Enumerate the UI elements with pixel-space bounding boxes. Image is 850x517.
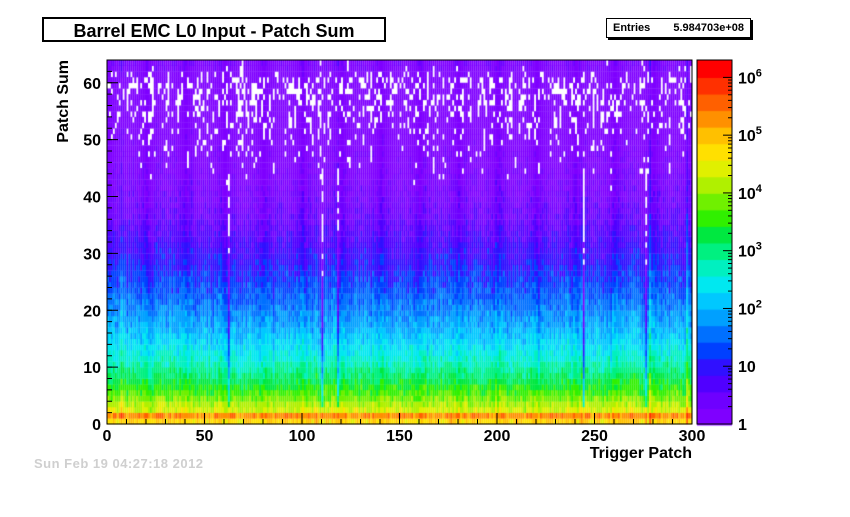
x-tick-label: 0 xyxy=(103,428,112,445)
z-tick-label: 10 xyxy=(738,359,756,376)
stats-box: Entries 5.984703e+08 xyxy=(606,18,751,38)
stats-label: Entries xyxy=(613,22,651,34)
y-tick-label: 20 xyxy=(83,303,101,320)
z-tick-label: 105 xyxy=(738,125,762,145)
z-tick-exponent: 4 xyxy=(756,183,763,195)
z-tick-label: 103 xyxy=(738,241,762,261)
y-axis-label: Patch Sum xyxy=(55,60,72,143)
chart-title: Barrel EMC L0 Input - Patch Sum xyxy=(42,17,386,42)
x-axis-label: Trigger Patch xyxy=(590,445,692,462)
y-tick-label: 10 xyxy=(83,360,101,377)
stats-value: 5.984703e+08 xyxy=(673,22,744,34)
z-tick-label: 104 xyxy=(738,183,763,203)
z-tick-exponent: 5 xyxy=(756,125,762,137)
z-tick-exponent: 6 xyxy=(756,67,762,79)
z-tick-exponent: 3 xyxy=(756,241,762,253)
y-tick-label: 50 xyxy=(83,133,101,150)
y-tick-label: 30 xyxy=(83,246,101,263)
y-tick-label: 0 xyxy=(92,417,101,434)
palette-frame xyxy=(696,59,733,425)
z-tick-label: 102 xyxy=(738,298,762,318)
x-tick-label: 300 xyxy=(679,428,706,445)
z-tick-exponent: 2 xyxy=(756,298,762,310)
y-tick-label: 60 xyxy=(83,76,101,93)
timestamp: Sun Feb 19 04:27:18 2012 xyxy=(34,456,204,471)
z-tick-label: 1 xyxy=(738,417,747,434)
x-tick-label: 100 xyxy=(289,428,316,445)
y-tick-label: 40 xyxy=(83,190,101,207)
x-tick-label: 150 xyxy=(386,428,413,445)
x-tick-label: 50 xyxy=(196,428,214,445)
x-tick-label: 250 xyxy=(581,428,608,445)
z-tick-label: 106 xyxy=(738,67,762,87)
plot-frame xyxy=(106,59,693,425)
x-tick-label: 200 xyxy=(484,428,511,445)
